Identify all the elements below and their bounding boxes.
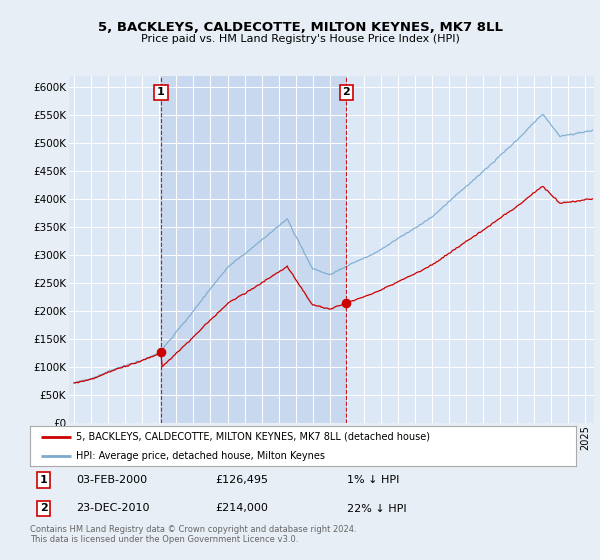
- Text: 2: 2: [343, 87, 350, 97]
- Text: 03-FEB-2000: 03-FEB-2000: [76, 475, 148, 485]
- Text: Contains HM Land Registry data © Crown copyright and database right 2024.
This d: Contains HM Land Registry data © Crown c…: [30, 525, 356, 544]
- Text: 1% ↓ HPI: 1% ↓ HPI: [347, 475, 399, 485]
- Text: 5, BACKLEYS, CALDECOTTE, MILTON KEYNES, MK7 8LL (detached house): 5, BACKLEYS, CALDECOTTE, MILTON KEYNES, …: [76, 432, 430, 442]
- Text: 23-DEC-2010: 23-DEC-2010: [76, 503, 150, 514]
- Point: [341, 298, 351, 307]
- Bar: [161, 76, 346, 423]
- Text: Price paid vs. HM Land Registry's House Price Index (HPI): Price paid vs. HM Land Registry's House …: [140, 34, 460, 44]
- Text: HPI: Average price, detached house, Milton Keynes: HPI: Average price, detached house, Milt…: [76, 451, 325, 461]
- Text: 1: 1: [40, 475, 47, 485]
- Text: £126,495: £126,495: [215, 475, 269, 485]
- Text: 22% ↓ HPI: 22% ↓ HPI: [347, 503, 406, 514]
- Text: 5, BACKLEYS, CALDECOTTE, MILTON KEYNES, MK7 8LL: 5, BACKLEYS, CALDECOTTE, MILTON KEYNES, …: [97, 21, 503, 34]
- Point: [156, 348, 166, 357]
- Text: 2: 2: [40, 503, 47, 514]
- Text: 1: 1: [157, 87, 165, 97]
- Text: £214,000: £214,000: [215, 503, 269, 514]
